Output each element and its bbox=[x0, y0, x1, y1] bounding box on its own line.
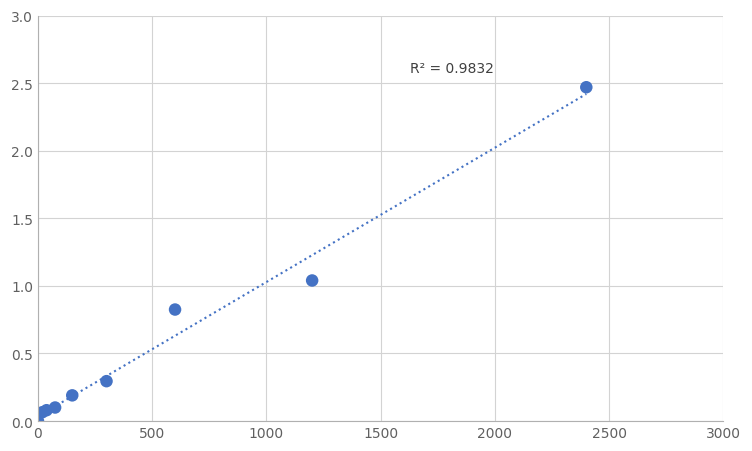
Point bbox=[581, 84, 593, 92]
Point bbox=[41, 407, 53, 414]
Point bbox=[169, 306, 181, 313]
Point bbox=[101, 377, 113, 385]
Text: R² = 0.9832: R² = 0.9832 bbox=[411, 62, 494, 76]
Point bbox=[36, 409, 48, 416]
Point bbox=[32, 418, 44, 425]
Point bbox=[306, 277, 318, 285]
Point bbox=[49, 404, 61, 411]
Point bbox=[66, 392, 78, 399]
